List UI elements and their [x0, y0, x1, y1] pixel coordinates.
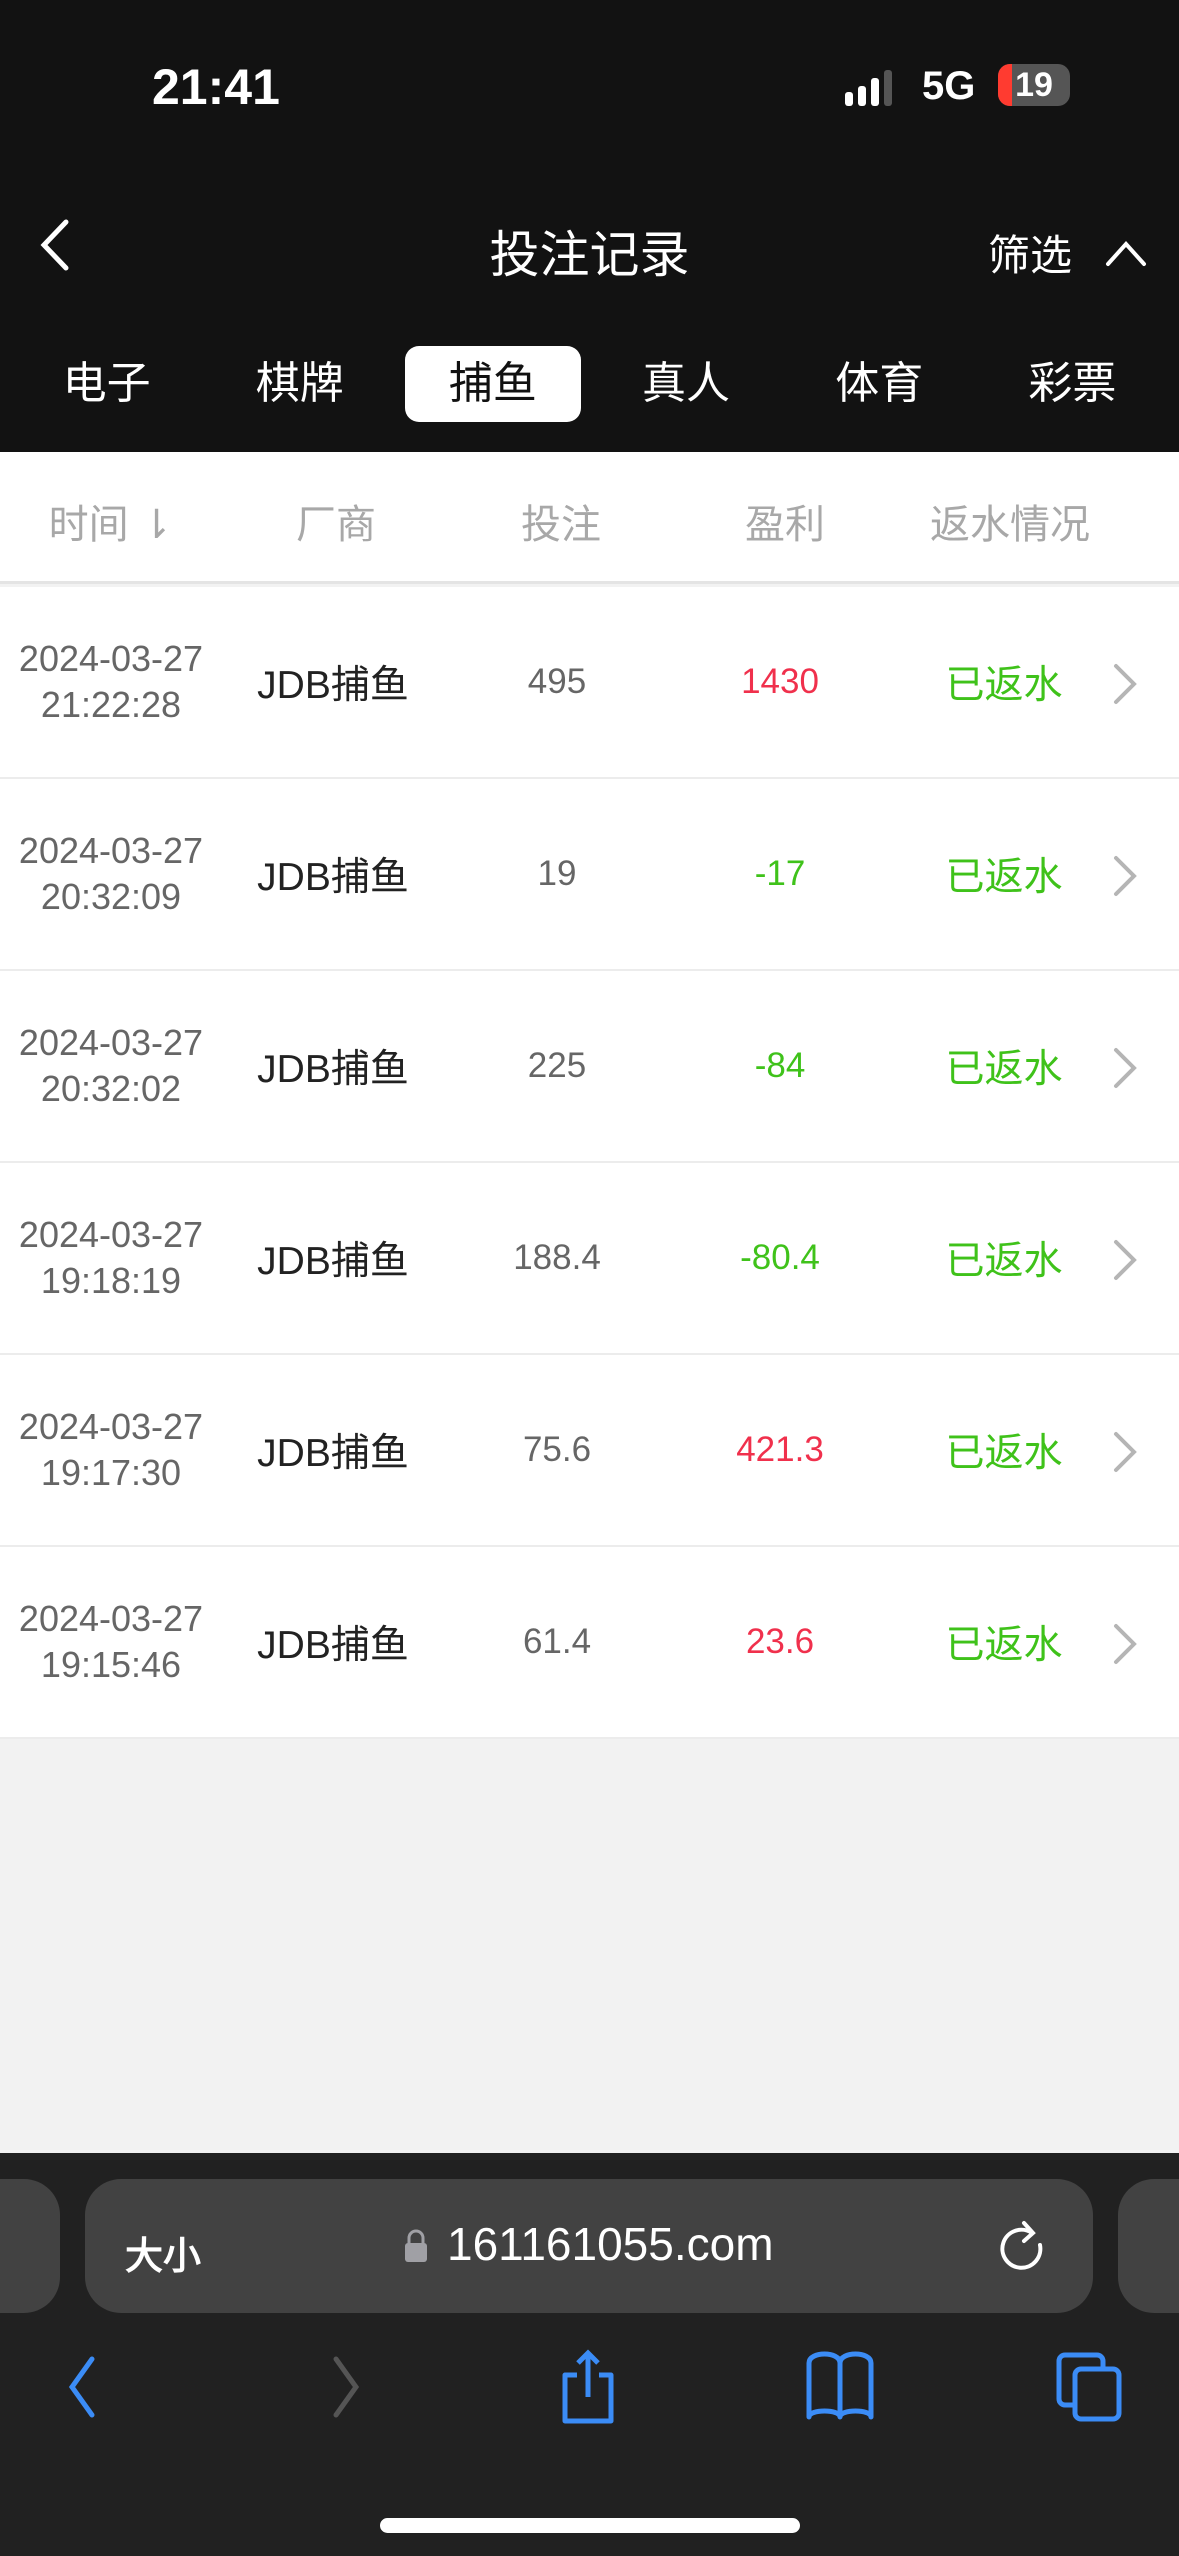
chevron-right-icon[interactable]	[1112, 854, 1138, 898]
tab-3[interactable]: 真人	[642, 359, 731, 408]
tabs-icon[interactable]	[1055, 2349, 1125, 2425]
row-time: 2024-03-27 20:32:09	[18, 830, 204, 917]
row-time: 2024-03-27 20:32:02	[18, 1022, 204, 1109]
network-label: 5G	[922, 64, 976, 108]
reload-icon[interactable]	[1000, 2219, 1050, 2275]
row-vendor: JDB捕鱼	[257, 1432, 409, 1475]
table-row[interactable]: 2024-03-27 19:15:46 JDB捕鱼 61.4 23.6 已返水	[0, 1547, 1179, 1739]
row-profit: -80.4	[740, 1238, 820, 1277]
table-header: 时间 ⇂ 厂商 投注 盈利 返水情况	[0, 452, 1179, 584]
category-tabs: 电子 棋牌 捕鱼 真人 体育 彩票	[0, 346, 1179, 422]
battery-icon: 19	[998, 64, 1070, 106]
row-bet: 75.6	[522, 1430, 592, 1469]
lock-icon	[405, 2229, 427, 2262]
column-time[interactable]: 时间 ⇂	[48, 503, 174, 547]
row-profit: -17	[754, 854, 806, 893]
table-row[interactable]: 2024-03-27 19:17:30 JDB捕鱼 75.6 421.3 已返水	[0, 1355, 1179, 1547]
sort-icon[interactable]: ⇂	[139, 503, 174, 547]
chevron-right-icon[interactable]	[1112, 662, 1138, 706]
row-time: 2024-03-27 19:17:30	[18, 1406, 204, 1493]
share-icon[interactable]	[553, 2349, 623, 2425]
row-profit: 421.3	[736, 1430, 824, 1469]
row-rebate-status: 已返水	[945, 1048, 1063, 1091]
row-rebate-status: 已返水	[945, 1432, 1063, 1475]
filter-button[interactable]: 筛选	[988, 232, 1073, 279]
chevron-right-icon[interactable]	[1112, 1238, 1138, 1282]
table-row[interactable]: 2024-03-27 20:32:02 JDB捕鱼 225 -84 已返水	[0, 971, 1179, 1163]
tab-4[interactable]: 体育	[835, 359, 924, 408]
table-row[interactable]: 2024-03-27 20:32:09 JDB捕鱼 19 -17 已返水	[0, 779, 1179, 971]
row-rebate-status: 已返水	[945, 1624, 1063, 1667]
app-header: 21:41 5G 19 投注记录 筛选 电子 棋牌 捕鱼 真人 体育 彩票	[0, 0, 1179, 452]
address-bar[interactable]: 大小 161161055.com	[85, 2179, 1093, 2313]
row-bet: 495	[527, 662, 587, 701]
row-bet: 19	[537, 854, 577, 893]
tab-1[interactable]: 棋牌	[255, 359, 344, 408]
home-indicator[interactable]	[380, 2518, 800, 2533]
next-tab-pill[interactable]	[1118, 2179, 1179, 2313]
record-list: 2024-03-27 21:22:28 JDB捕鱼 495 1430 已返水 2…	[0, 587, 1179, 1739]
bookmarks-icon[interactable]	[805, 2349, 875, 2425]
chevron-right-icon[interactable]	[1112, 1046, 1138, 1090]
text-size-button[interactable]: 大小	[125, 2236, 202, 2278]
column-vendor: 厂商	[296, 503, 376, 547]
row-vendor: JDB捕鱼	[257, 856, 409, 899]
row-rebate-status: 已返水	[945, 1240, 1063, 1283]
row-vendor: JDB捕鱼	[257, 1240, 409, 1283]
tab-2[interactable]: 捕鱼	[404, 346, 581, 422]
chevron-up-icon[interactable]	[1104, 238, 1148, 268]
browser-toolbar: 大小 161161055.com	[0, 2153, 1179, 2556]
column-profit: 盈利	[745, 503, 825, 547]
url-text[interactable]: 161161055.com	[447, 2218, 774, 2270]
status-time: 21:41	[152, 59, 280, 115]
table-row[interactable]: 2024-03-27 21:22:28 JDB捕鱼 495 1430 已返水	[0, 587, 1179, 779]
chevron-right-icon[interactable]	[1112, 1430, 1138, 1474]
column-bet: 投注	[521, 503, 601, 547]
chevron-right-icon[interactable]	[1112, 1622, 1138, 1666]
row-bet: 225	[527, 1046, 587, 1085]
browser-forward-icon[interactable]	[308, 2349, 378, 2425]
tab-0[interactable]: 电子	[62, 359, 151, 408]
signal-icon	[845, 70, 892, 106]
row-time: 2024-03-27 21:22:28	[18, 638, 204, 725]
row-time: 2024-03-27 19:15:46	[18, 1598, 204, 1685]
tab-5[interactable]: 彩票	[1028, 359, 1117, 408]
row-profit: -84	[754, 1046, 806, 1085]
row-vendor: JDB捕鱼	[257, 1048, 409, 1091]
row-time: 2024-03-27 19:18:19	[18, 1214, 204, 1301]
page-title: 投注记录	[489, 227, 690, 283]
row-vendor: JDB捕鱼	[257, 664, 409, 707]
row-vendor: JDB捕鱼	[257, 1624, 409, 1667]
back-icon[interactable]	[36, 218, 76, 272]
row-profit: 23.6	[745, 1622, 815, 1661]
row-bet: 188.4	[513, 1238, 601, 1277]
browser-back-icon[interactable]	[50, 2349, 120, 2425]
prev-tab-pill[interactable]	[0, 2179, 60, 2313]
table-row[interactable]: 2024-03-27 19:18:19 JDB捕鱼 188.4 -80.4 已返…	[0, 1163, 1179, 1355]
row-rebate-status: 已返水	[945, 856, 1063, 899]
row-rebate-status: 已返水	[945, 664, 1063, 707]
column-rebate: 返水情况	[930, 503, 1090, 547]
row-profit: 1430	[741, 662, 819, 701]
row-bet: 61.4	[522, 1622, 592, 1661]
